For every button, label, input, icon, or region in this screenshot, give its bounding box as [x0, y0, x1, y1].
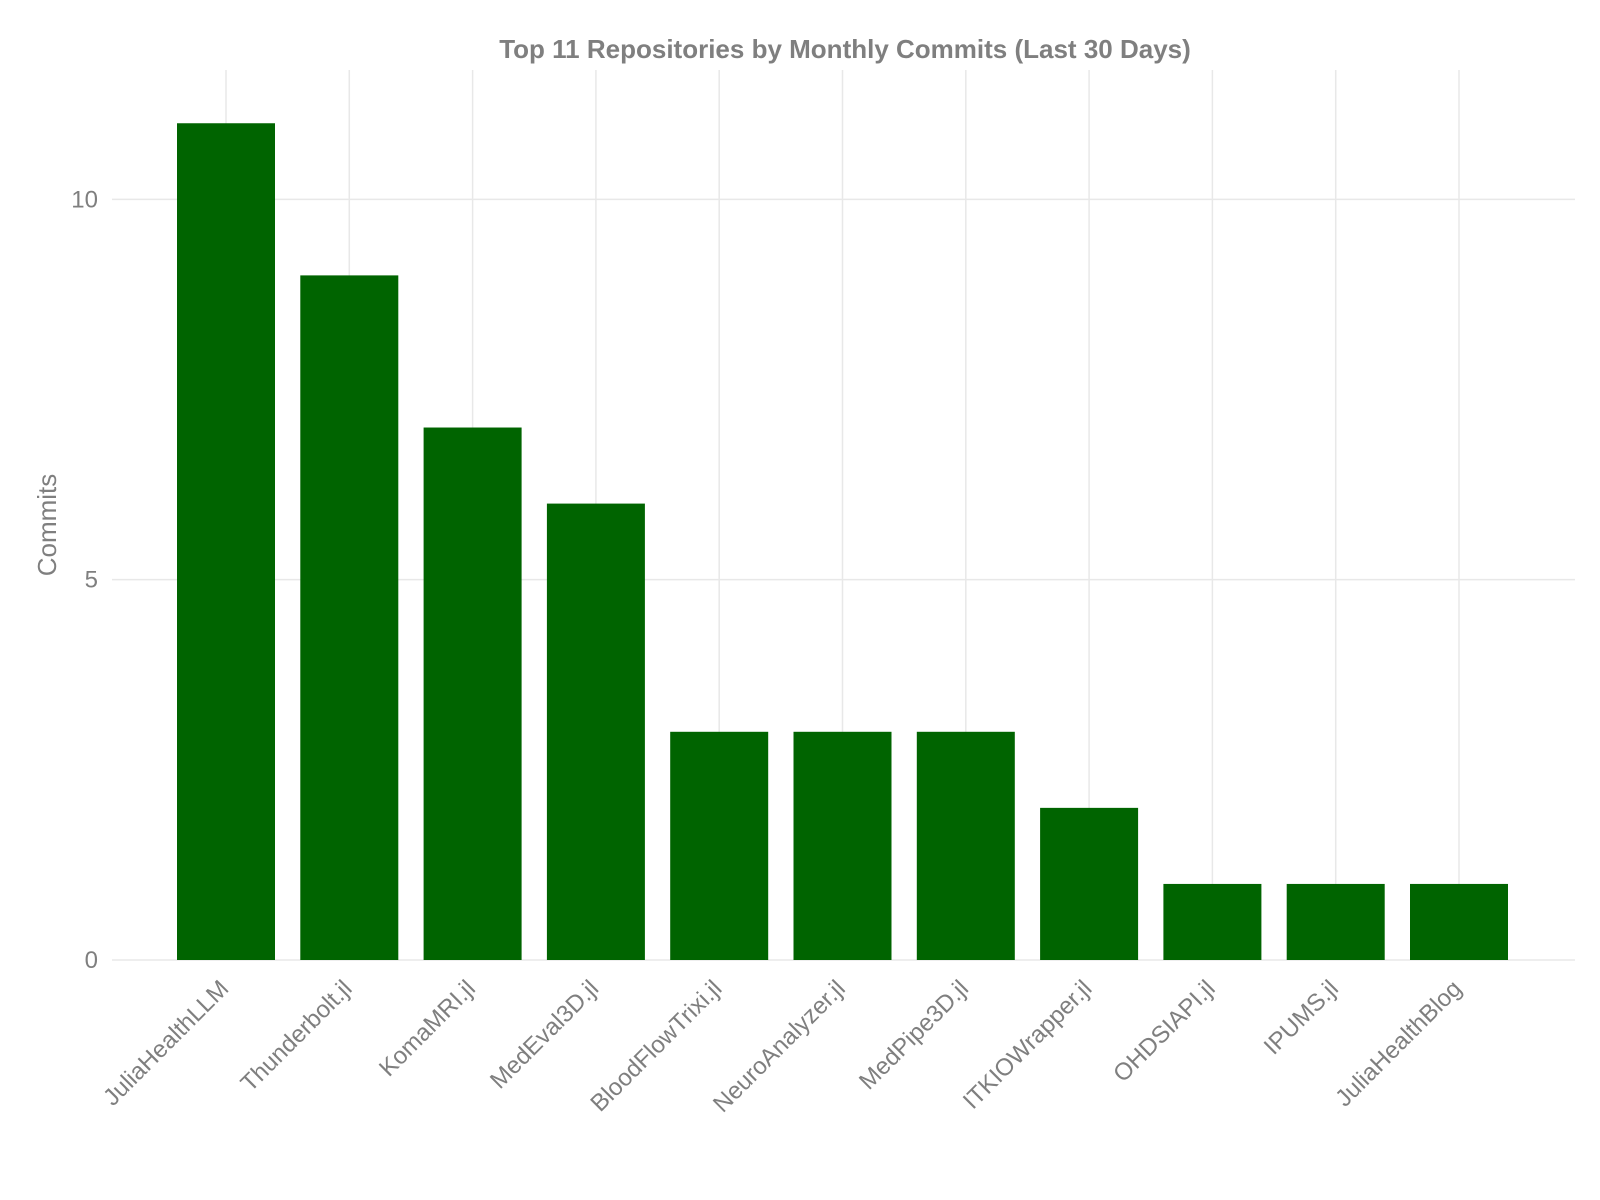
x-tick-label: JuliaHealthBlog: [1330, 975, 1467, 1112]
y-tick-label: 10: [71, 186, 98, 213]
x-tick-label: Thunderbolt.jl: [236, 975, 358, 1097]
bar-ipums-jl: [1286, 883, 1385, 960]
bar-juliahealthblog: [1410, 883, 1508, 960]
y-axis-label: Commits: [32, 474, 62, 577]
x-tick-label: JuliaHealthLLM: [98, 975, 234, 1111]
bar-thunderbolt-jl: [300, 275, 399, 960]
bar-medpipe3d-jl: [916, 731, 1015, 960]
x-tick-labels: JuliaHealthLLM Thunderbolt.jl KomaMRI.jl Me…: [98, 975, 1467, 1118]
bar-komamri-jl: [423, 427, 522, 960]
bar-medeval3d-jl: [546, 503, 645, 960]
x-tick-label: NeuroAnalyzer.jl: [708, 975, 851, 1118]
bar-juliahealthllm: [177, 123, 275, 960]
x-tick-label: KomaMRI.jl: [374, 975, 481, 1082]
y-tick-label: 5: [85, 567, 98, 594]
bars: [177, 123, 1508, 960]
bar-bloodflowtrixi-jl: [670, 731, 769, 960]
x-tick-label: OHDSIAPI.jl: [1108, 975, 1220, 1087]
x-tick-label: MedEval3D.jl: [485, 975, 604, 1094]
x-tick-label: ITKIOWrapper.jl: [958, 975, 1097, 1114]
y-tick-labels: 0 5 10: [71, 186, 98, 974]
x-tick-label: BloodFlowTrixi.jl: [585, 975, 727, 1117]
x-tick-label: IPUMS.jl: [1259, 975, 1344, 1060]
x-tick-label: MedPipe3D.jl: [854, 975, 974, 1095]
chart-title: Top 11 Repositories by Monthly Commits (…: [499, 34, 1191, 64]
bar-ohdsiapi-jl: [1163, 883, 1262, 960]
y-tick-label: 0: [85, 947, 98, 974]
bar-neuroanalyzer-jl: [793, 731, 892, 960]
bar-itkiowrapper-jl: [1040, 807, 1139, 960]
